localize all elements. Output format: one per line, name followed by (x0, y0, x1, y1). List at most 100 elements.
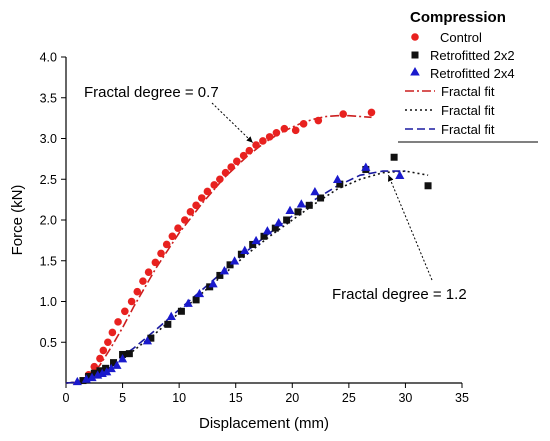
y-tick-label: 1.5 (40, 254, 57, 268)
data-points (72, 108, 432, 386)
data-point-square (390, 153, 398, 161)
x-tick-label: 15 (229, 391, 243, 405)
data-point-triangle (194, 288, 205, 298)
data-point-square (260, 232, 268, 240)
data-point-square (102, 364, 110, 372)
data-point-circle (144, 268, 153, 276)
y-tick-label: 4.0 (40, 51, 57, 65)
data-point-circle (157, 249, 165, 258)
data-point-triangle (219, 266, 229, 275)
x-tick-label: 25 (342, 391, 356, 405)
data-point-triangle (274, 217, 284, 227)
data-point-circle (339, 110, 348, 118)
fit-line-3 (65, 114, 372, 384)
data-point-triangle (262, 226, 272, 235)
data-point-triangle (395, 170, 405, 179)
x-axis-title: Displacement (mm) (199, 415, 329, 432)
y-tick-label: 3.5 (40, 91, 57, 105)
data-point-square (237, 250, 245, 258)
data-point-triangle (87, 372, 97, 382)
data-point-circle (104, 338, 112, 347)
legend-marker-control (411, 33, 419, 41)
data-point-triangle (102, 367, 112, 376)
x-tick-label: 0 (63, 391, 70, 405)
x-tick-label: 35 (455, 391, 469, 405)
data-point-circle (181, 216, 189, 224)
data-point-circle (210, 181, 219, 189)
data-point-circle (280, 124, 289, 133)
data-point-square (164, 320, 172, 328)
data-point-triangle (72, 376, 82, 386)
x-tick-label: 10 (172, 391, 186, 405)
data-point-triangle (117, 354, 128, 363)
data-point-square (85, 372, 93, 380)
legend-label-fit-control: Fractal fit (441, 84, 495, 99)
legend-item-fit-control: Fractal fit (405, 84, 495, 99)
data-point-square (96, 367, 104, 375)
y-axis-title: Force (kN) (9, 185, 26, 256)
data-point-triangle (296, 199, 306, 208)
annotation-retrofitted: Fractal degree = 1.2 (332, 174, 467, 303)
data-point-square (177, 307, 185, 315)
legend-label-2x4: Retrofitted 2x4 (430, 66, 515, 81)
data-point-circle (197, 194, 206, 202)
data-point-square (192, 296, 200, 304)
data-point-triangle (251, 235, 261, 245)
data-point-triangle (208, 279, 218, 288)
legend-marker-2x4 (410, 67, 420, 76)
data-point-circle (233, 157, 241, 166)
legend-marker-2x2 (411, 51, 419, 59)
data-point-triangle (310, 186, 320, 196)
data-point-circle (133, 287, 142, 296)
data-point-square (90, 369, 98, 377)
data-point-circle (259, 137, 267, 145)
data-point-circle (114, 318, 122, 326)
data-point-triangle (112, 360, 122, 369)
annotation-text-retrofitted: Fractal degree = 1.2 (332, 286, 467, 303)
data-point-circle (127, 297, 136, 306)
data-point-triangle (142, 336, 153, 345)
annotation-arrow-retrofitted (387, 174, 433, 281)
data-point-circle (139, 277, 147, 285)
data-point-triangle (285, 205, 295, 215)
data-point-square (226, 261, 234, 269)
legend-item-fit-2x2: Fractal fit (405, 103, 495, 118)
data-point-circle (367, 108, 376, 117)
legend-label-fit-2x4: Fractal fit (441, 122, 495, 137)
data-point-circle (265, 133, 274, 141)
data-point-circle (216, 175, 224, 184)
legend-item-control: Control (411, 30, 482, 45)
legend-title: Compression (410, 9, 506, 26)
data-point-circle (252, 141, 260, 149)
data-point-square (216, 271, 224, 279)
data-point-circle (99, 346, 108, 355)
y-ticks: 0.5 1.0 1.5 2.0 2.5 3.0 3.5 4.0 (40, 51, 66, 350)
data-point-square (294, 208, 302, 216)
data-point-circle (186, 208, 195, 216)
data-point-square (271, 224, 279, 232)
y-tick-label: 2.0 (40, 214, 57, 228)
legend-label-2x2: Retrofitted 2x2 (430, 48, 515, 63)
data-point-circle (221, 168, 230, 177)
data-point-square (424, 182, 432, 190)
data-point-triangle (240, 245, 250, 254)
legend-label-fit-2x2: Fractal fit (441, 103, 495, 118)
data-point-circle (168, 232, 177, 241)
data-point-square (147, 334, 155, 342)
data-point-circle (239, 151, 248, 160)
data-point-circle (299, 120, 308, 128)
data-point-triangle (183, 298, 193, 307)
data-point-circle (227, 163, 235, 171)
data-point-circle (151, 258, 160, 267)
data-point-circle (291, 126, 300, 135)
data-point-circle (245, 146, 254, 155)
data-point-square (336, 180, 344, 188)
data-point-circle (174, 224, 182, 232)
data-point-circle (203, 187, 212, 196)
fit-line-5 (65, 170, 406, 384)
data-point-triangle (229, 256, 240, 265)
legend-label-control: Control (440, 30, 482, 45)
data-point-square (317, 194, 325, 202)
x-tick-label: 20 (285, 391, 299, 405)
